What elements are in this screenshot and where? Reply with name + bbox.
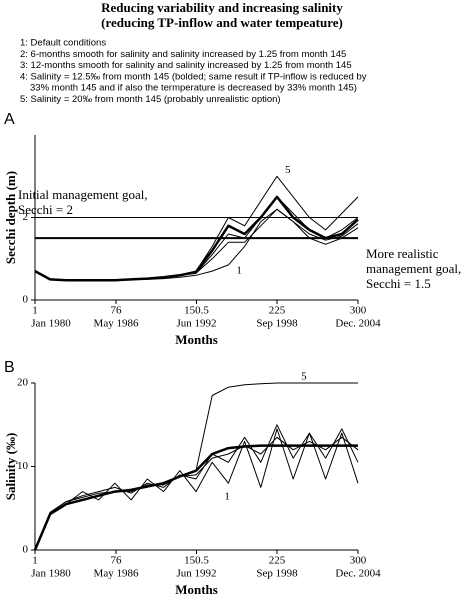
title: Reducing variability and increasing sali… — [101, 0, 343, 15]
x-tick-label: 225 — [269, 305, 286, 317]
note: 1: Default conditions — [20, 38, 106, 49]
y-tick-label: 0 — [23, 544, 29, 556]
annotation: Secchi = 1.5 — [366, 276, 431, 291]
curve-label: 5 — [301, 371, 307, 383]
x-tick-date: Sep 1998 — [256, 568, 298, 580]
x-tick-label: 225 — [269, 555, 286, 567]
x-tick-label: 76 — [111, 555, 123, 567]
panel-label: A — [4, 111, 15, 128]
y-tick-label: 0 — [23, 294, 29, 306]
title: (reducing TP-inflow and water tempeature… — [101, 15, 343, 30]
series-line — [34, 175, 359, 281]
note: 3: 12-months smooth for salinity and sal… — [20, 60, 352, 71]
x-tick-label: 300 — [350, 555, 367, 567]
x-tick-date: Jan 1980 — [31, 568, 71, 580]
x-axis-label: Months — [175, 332, 218, 347]
x-tick-label: 1 — [32, 555, 38, 567]
x-tick-date: May 1986 — [94, 318, 139, 330]
series-line — [34, 382, 358, 551]
note: 2: 6-months smooth for salinity and sali… — [20, 49, 346, 60]
x-tick-label: 76 — [111, 305, 123, 317]
y-tick-label: 20 — [17, 377, 29, 389]
note: 33% month 145 and if also the termperatu… — [30, 83, 357, 94]
panel-label: B — [4, 359, 15, 376]
series-line — [33, 444, 358, 551]
series-line — [34, 424, 359, 551]
annotation: Initial management goal, — [18, 187, 148, 202]
x-tick-label: 1 — [32, 305, 38, 317]
x-tick-date: Sep 1998 — [256, 318, 298, 330]
x-tick-label: 300 — [350, 305, 367, 317]
curve-label: 1 — [236, 264, 242, 276]
annotation: More realistic — [366, 246, 439, 261]
curve-label: 5 — [285, 164, 291, 176]
curve-label: 1 — [224, 491, 230, 503]
y-axis-label: Secchi depth (m) — [3, 171, 18, 264]
x-tick-date: Dec. 2004 — [335, 318, 381, 330]
series-line — [34, 436, 359, 551]
x-axis-label: Months — [175, 582, 218, 594]
x-tick-date: May 1986 — [94, 568, 139, 580]
note: 5: Salinity = 20‰ from month 145 (probab… — [20, 94, 281, 105]
annotation: Secchi = 2 — [18, 202, 73, 217]
annotation: management goal, — [366, 261, 461, 276]
y-tick-label: 10 — [17, 460, 29, 472]
x-tick-label: 150.5 — [184, 305, 209, 317]
x-tick-label: 150.5 — [184, 555, 209, 567]
series-line — [34, 428, 359, 551]
x-tick-date: Jun 1992 — [176, 318, 216, 330]
y-axis-label: Salinity (‰) — [3, 433, 18, 501]
note: 4: Salinity = 12.5‰ from month 145 (bold… — [20, 71, 367, 82]
x-tick-date: Jun 1992 — [176, 568, 216, 580]
x-tick-date: Jan 1980 — [31, 318, 71, 330]
x-tick-date: Dec. 2004 — [335, 568, 381, 580]
y-tick-label: 2 — [23, 211, 29, 223]
